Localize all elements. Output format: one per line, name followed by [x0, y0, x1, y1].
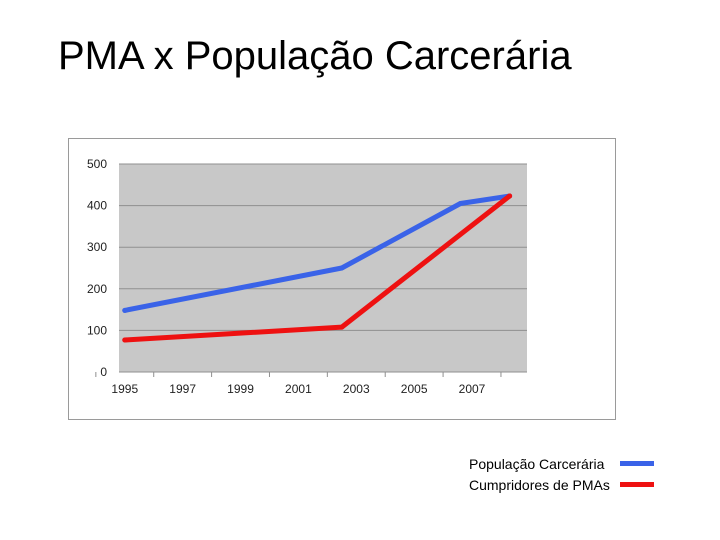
y-tick-label: 0	[100, 365, 107, 379]
x-tick-label: 1997	[169, 382, 196, 396]
x-tick-label: 2005	[401, 382, 428, 396]
x-tick-label: 1995	[111, 382, 138, 396]
series-point-1	[339, 324, 345, 330]
x-tick-label: 1999	[227, 382, 254, 396]
legend-swatch	[620, 482, 654, 487]
y-tick-label: 400	[87, 199, 107, 213]
legend-label: Cumpridores de PMAs	[469, 477, 610, 493]
legend-label: População Carcerária	[469, 456, 605, 472]
plot-area	[119, 164, 527, 372]
x-tick-label: 2007	[459, 382, 486, 396]
series-line-0	[122, 193, 513, 313]
x-tick-label: 2001	[285, 382, 312, 396]
series-point-0	[457, 201, 463, 207]
y-tick-label: 200	[87, 282, 107, 296]
x-tick-label: 2003	[343, 382, 370, 396]
chart-frame: 500 400 300 200 100 0 1995 1997 1999 2001 2003 2005…	[68, 138, 616, 420]
legend-swatch	[620, 461, 654, 466]
y-tick-label: 100	[87, 323, 107, 337]
slide-title: PMA x População Carcerária	[58, 34, 572, 78]
line-chart: 500 400 300 200 100 0 1995 1997 1999 2001 2003 2005…	[87, 157, 527, 396]
series-point-1	[122, 337, 128, 343]
series-point-1	[507, 193, 513, 199]
series-point-0	[122, 307, 128, 313]
y-tick-label: 300	[87, 240, 107, 254]
y-tick-label: 500	[87, 157, 107, 171]
series-point-0	[339, 265, 345, 271]
